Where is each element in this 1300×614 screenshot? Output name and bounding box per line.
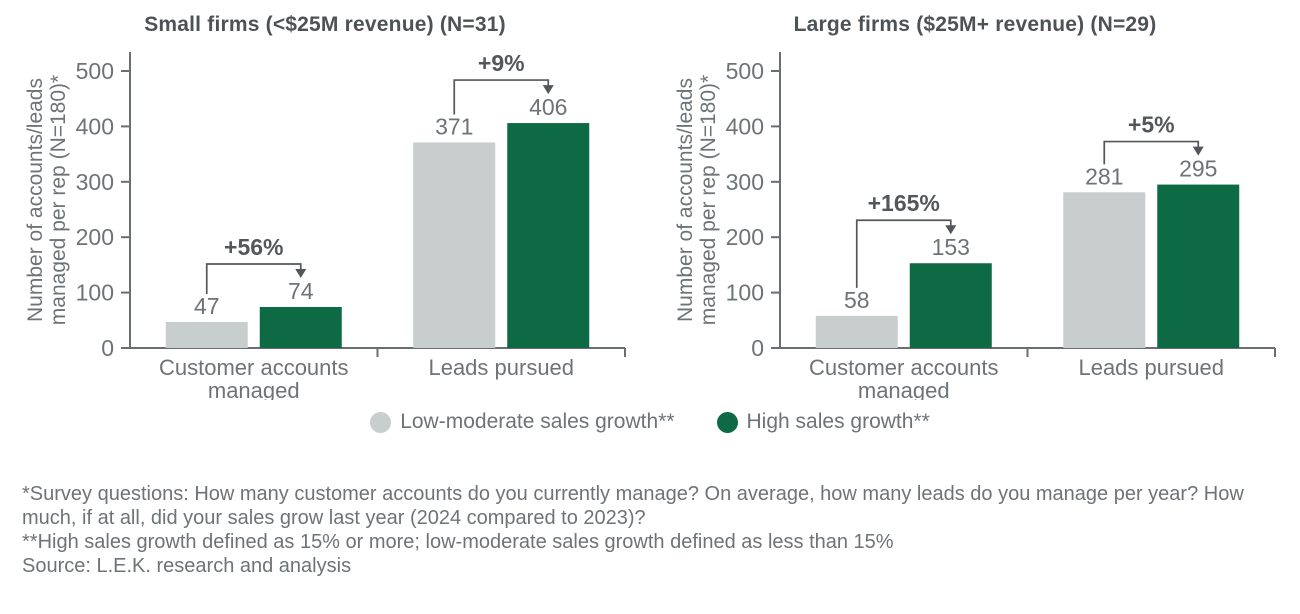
svg-text:281: 281: [1085, 163, 1123, 189]
charts-row: Small firms (<$25M revenue) (N=31) 0 100 2…: [0, 0, 1300, 400]
svg-text:200: 200: [726, 224, 764, 250]
svg-text:Number of accounts/leadsmanage: Number of accounts/leadsmanaged per rep …: [674, 75, 720, 325]
svg-text:200: 200: [76, 224, 114, 250]
svg-text:500: 500: [726, 58, 764, 84]
chart-title-large-firms: Large firms ($25M+ revenue) (N=29): [793, 13, 1157, 36]
svg-text:+9%: +9%: [478, 50, 525, 76]
svg-text:300: 300: [76, 169, 114, 195]
svg-text:47: 47: [194, 293, 220, 319]
svg-text:371: 371: [435, 113, 473, 139]
svg-text:100: 100: [76, 280, 114, 306]
footnotes: *Survey questions: How many customer acc…: [22, 482, 1274, 578]
legend-item-high-growth: High sales growth**: [716, 410, 930, 434]
svg-text:Customer accounts: Customer accounts: [809, 355, 999, 380]
svg-text:400: 400: [76, 113, 114, 139]
legend-label-low-moderate: Low-moderate sales growth**: [400, 410, 675, 433]
svg-text:Customer accounts: Customer accounts: [159, 355, 349, 380]
svg-text:295: 295: [1179, 156, 1217, 182]
svg-text:managed: managed: [858, 378, 950, 400]
legend-swatch-low-moderate-icon: [370, 411, 392, 433]
svg-text:406: 406: [529, 94, 567, 120]
svg-text:Number of accounts/leadsmanage: Number of accounts/leadsmanaged per rep …: [24, 75, 70, 325]
svg-text:Leads pursued: Leads pursued: [428, 355, 574, 380]
svg-text:500: 500: [76, 58, 114, 84]
svg-text:0: 0: [751, 335, 764, 361]
footnote-growth-definition: **High sales growth defined as 15% or mo…: [22, 531, 894, 553]
svg-text:400: 400: [726, 113, 764, 139]
svg-text:+56%: +56%: [224, 234, 283, 260]
legend-item-low-moderate: Low-moderate sales growth**: [370, 410, 675, 434]
svg-text:100: 100: [726, 280, 764, 306]
svg-text:+165%: +165%: [868, 190, 940, 216]
legend-label-high-growth: High sales growth**: [746, 410, 930, 433]
svg-text:58: 58: [844, 287, 870, 313]
svg-text:153: 153: [932, 234, 970, 260]
svg-text:managed: managed: [208, 378, 300, 400]
footnote-source: Source: L.E.K. research and analysis: [22, 555, 352, 577]
legend-swatch-high-growth-icon: [716, 411, 738, 433]
chart-title-small-firms: Small firms (<$25M revenue) (N=31): [144, 13, 506, 36]
svg-text:74: 74: [288, 278, 314, 304]
footnote-survey-questions: *Survey questions: How many customer acc…: [22, 483, 1244, 529]
chart-panel-large-firms: Large firms ($25M+ revenue) (N=29) 0 100 2…: [650, 0, 1300, 400]
svg-text:300: 300: [726, 169, 764, 195]
svg-text:0: 0: [101, 335, 114, 361]
svg-text:+5%: +5%: [1128, 112, 1175, 138]
svg-text:Leads pursued: Leads pursued: [1078, 355, 1224, 380]
chart-panel-small-firms: Small firms (<$25M revenue) (N=31) 0 100 2…: [0, 0, 650, 400]
legend: Low-moderate sales growth** High sales g…: [0, 406, 1300, 438]
